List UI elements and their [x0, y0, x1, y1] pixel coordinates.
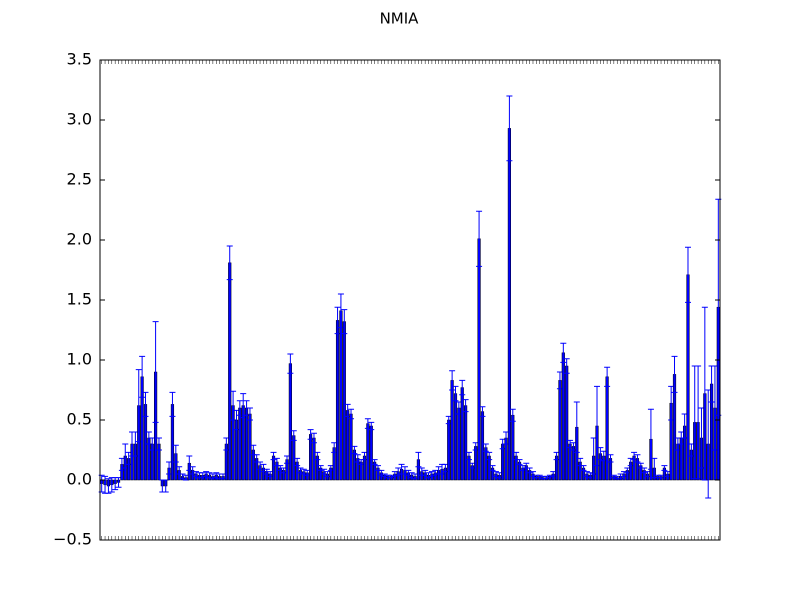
- bar: [349, 413, 353, 481]
- error-bar: [479, 406, 486, 417]
- error-bar: [139, 355, 146, 398]
- error-bar: [310, 432, 317, 444]
- error-bar: [671, 355, 678, 393]
- plot-area: [98, 95, 722, 499]
- y-tick-label: 3.5: [67, 50, 92, 69]
- error-bar: [152, 321, 159, 423]
- bar: [447, 419, 451, 481]
- bar: [366, 423, 370, 481]
- error-bar: [506, 95, 513, 162]
- bar: [292, 435, 296, 481]
- error-bar: [142, 391, 149, 417]
- bar: [335, 320, 340, 481]
- bar: [565, 365, 569, 481]
- bar: [605, 376, 609, 481]
- error-bar: [580, 465, 587, 471]
- y-tick-label: 2.0: [67, 230, 92, 249]
- bar: [312, 437, 316, 481]
- error-bar: [351, 445, 358, 455]
- bar: [480, 411, 485, 481]
- error-bar: [246, 407, 253, 421]
- error-bar: [317, 465, 324, 471]
- bar: [244, 407, 249, 481]
- bar: [288, 363, 292, 481]
- y-tick-label: 0.0: [67, 470, 92, 489]
- bar: [511, 414, 515, 481]
- error-bar: [371, 459, 378, 465]
- y-tick-label: 0.5: [67, 410, 92, 429]
- bar: [369, 425, 373, 481]
- bar: [228, 262, 232, 481]
- error-bar: [509, 408, 516, 422]
- error-bar: [482, 443, 489, 452]
- error-bar: [563, 358, 570, 374]
- error-bar: [573, 401, 580, 453]
- error-bar: [641, 467, 648, 474]
- error-bar: [489, 465, 496, 471]
- y-tick-label: 1.5: [67, 290, 92, 309]
- error-bar: [449, 370, 456, 391]
- error-bar: [348, 408, 355, 420]
- error-bar: [486, 451, 493, 461]
- bar: [453, 393, 458, 481]
- bar: [460, 387, 464, 481]
- bar: [686, 274, 690, 481]
- bar: [450, 380, 454, 481]
- error-bar: [415, 451, 422, 468]
- error-bar: [452, 385, 459, 402]
- bar: [309, 434, 313, 481]
- y-tick-label: 2.5: [67, 170, 92, 189]
- bar: [339, 310, 343, 481]
- error-bar: [560, 342, 567, 363]
- bar: [457, 407, 461, 481]
- error-bar: [105, 478, 112, 494]
- bar: [346, 410, 350, 481]
- bar: [342, 321, 346, 481]
- bar: [248, 413, 252, 481]
- bar: [474, 446, 478, 481]
- y-tick-label: 3.0: [67, 110, 92, 129]
- error-bar: [287, 353, 294, 374]
- bar: [568, 443, 572, 481]
- error-bar: [226, 245, 233, 281]
- y-tick-label: 1.0: [67, 350, 92, 369]
- error-bar: [476, 210, 483, 267]
- error-bar: [169, 391, 176, 417]
- bar: [238, 407, 242, 481]
- error-bar: [155, 437, 162, 451]
- error-bar: [526, 467, 533, 474]
- bar: [501, 443, 505, 481]
- error-bar: [294, 457, 301, 467]
- bar: [571, 446, 576, 481]
- error-bar: [290, 430, 297, 441]
- bar: [558, 380, 562, 481]
- error-bar: [604, 366, 611, 387]
- error-bar: [516, 459, 523, 465]
- bar: [464, 405, 468, 481]
- bar: [477, 238, 481, 481]
- error-bar: [270, 451, 277, 461]
- chart-title: NMIA: [380, 10, 420, 28]
- error-bar: [634, 454, 641, 463]
- bar: [507, 128, 512, 481]
- error-bar: [341, 309, 348, 335]
- error-bar: [684, 246, 691, 303]
- error-bar: [368, 421, 375, 431]
- error-bar: [459, 379, 466, 396]
- error-bar: [661, 465, 668, 471]
- error-bar: [607, 454, 614, 463]
- error-bar: [462, 399, 469, 413]
- error-bar: [172, 444, 179, 463]
- error-bar: [314, 451, 321, 461]
- y-tick-label: −0.5: [53, 530, 92, 549]
- bar: [561, 352, 565, 481]
- error-bar: [465, 451, 472, 461]
